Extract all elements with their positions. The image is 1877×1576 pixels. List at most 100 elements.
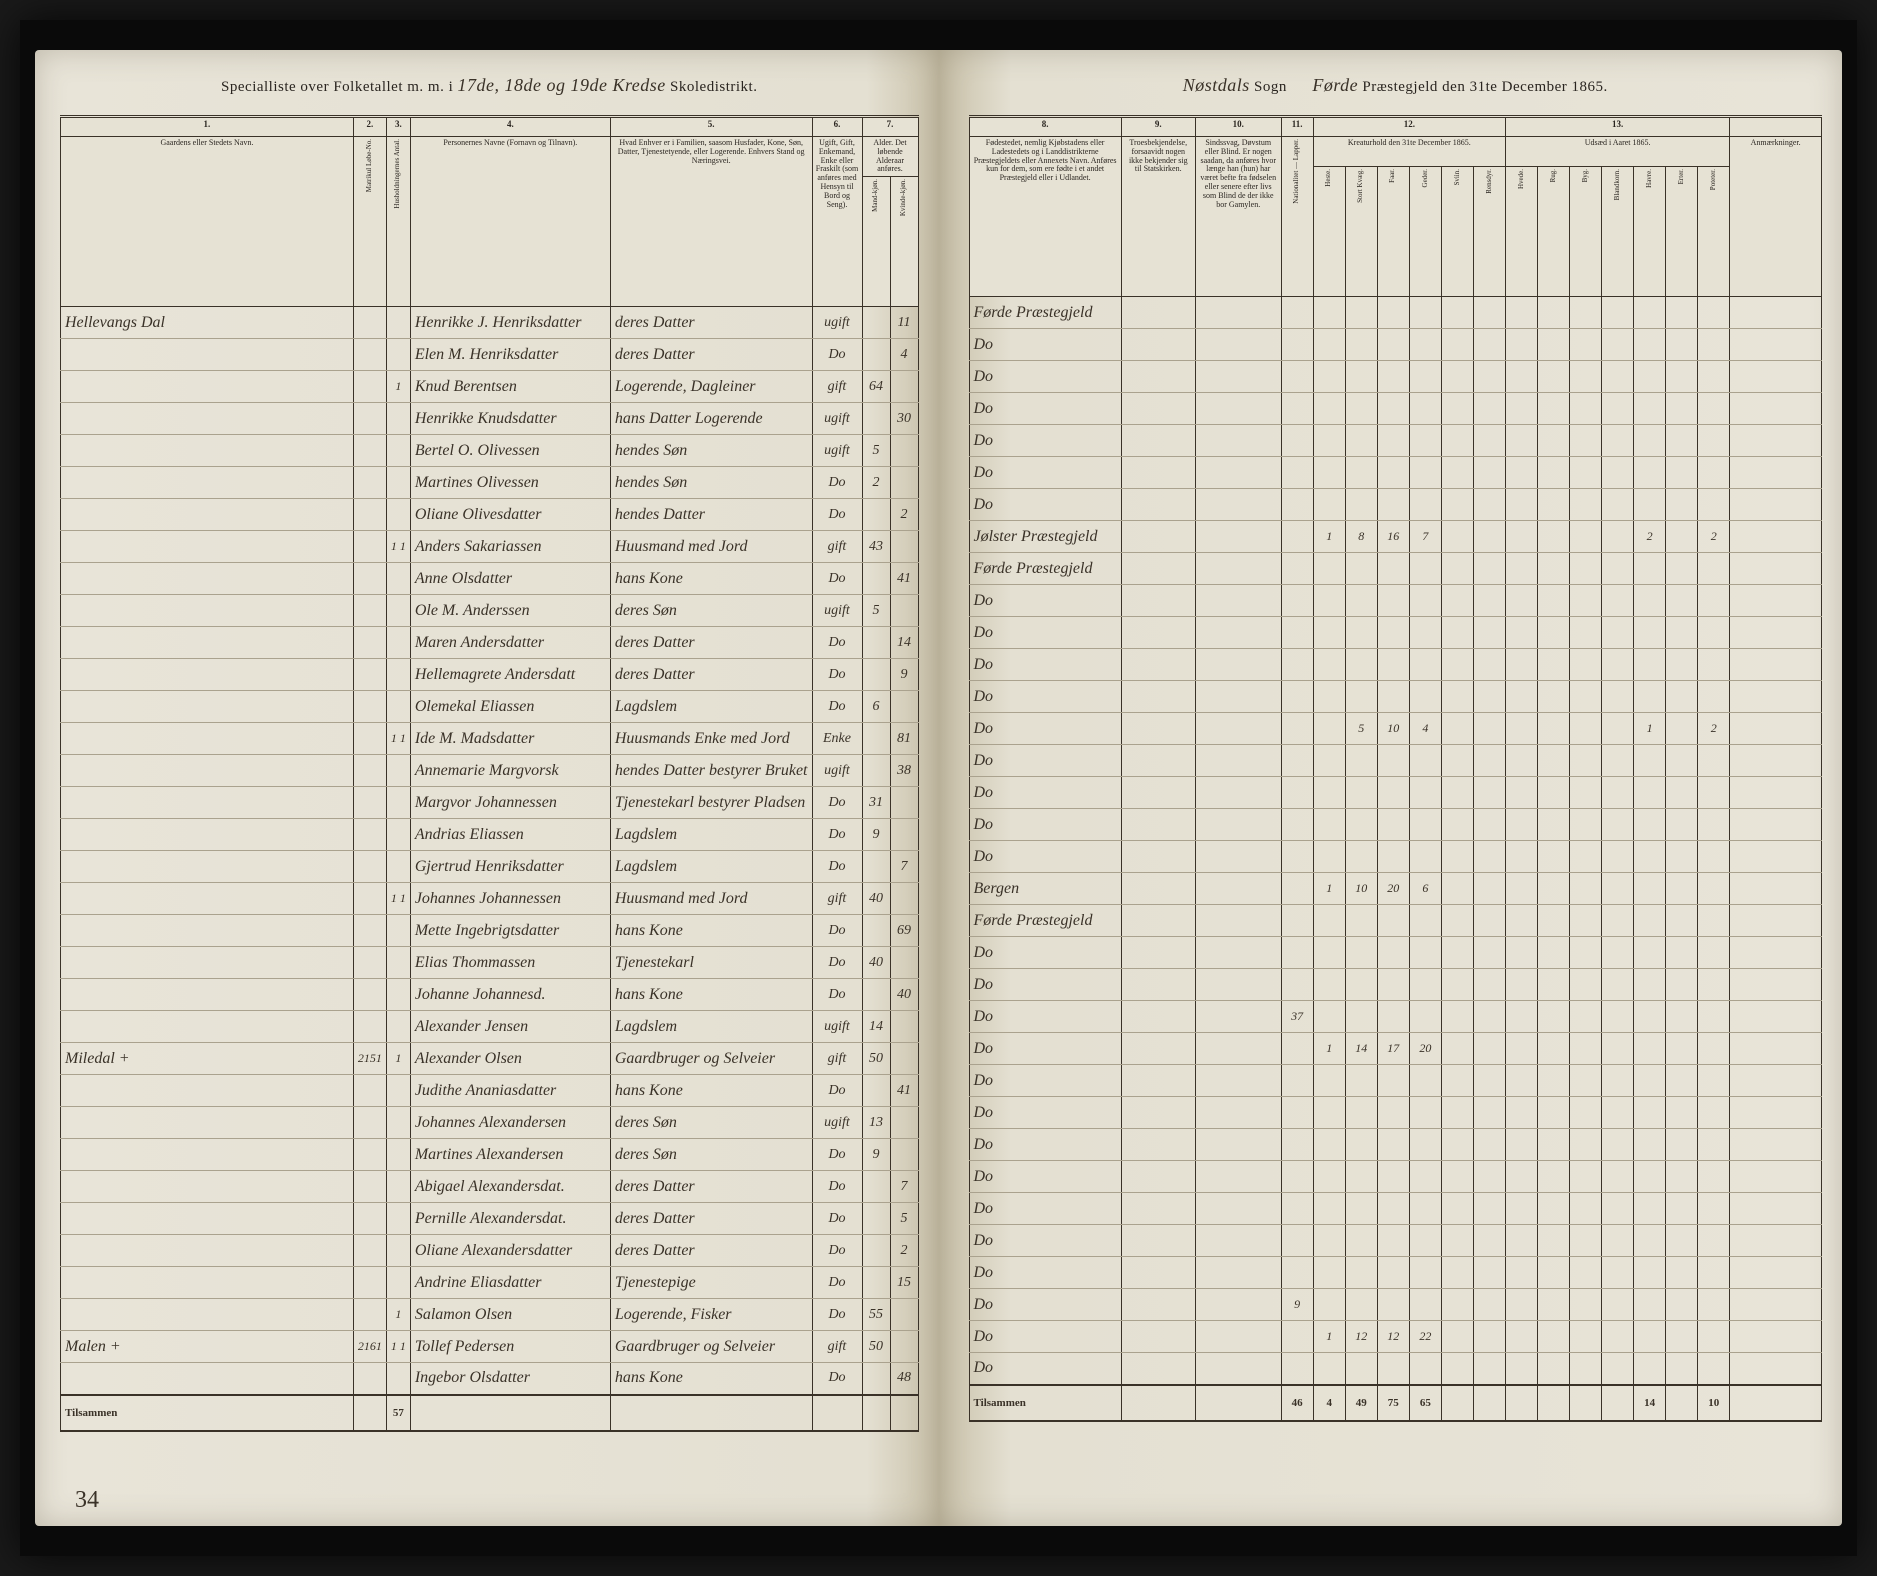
cell-name: Maren Andersdatter — [410, 627, 610, 659]
cell-seed — [1570, 713, 1602, 745]
cell-male: 43 — [862, 531, 890, 563]
cell-livestock — [1441, 1353, 1473, 1385]
cell-male: 40 — [862, 883, 890, 915]
cell-seed — [1602, 1321, 1634, 1353]
cell-seed — [1505, 393, 1537, 425]
cell-livestock — [1345, 425, 1377, 457]
cell-livestock — [1473, 1129, 1505, 1161]
cell-status: ugift — [812, 307, 862, 339]
cell-seed — [1698, 1129, 1730, 1161]
cell-seed — [1666, 649, 1698, 681]
cell-male — [862, 1267, 890, 1299]
col12-sub: Stort Kvæg. — [1345, 167, 1377, 297]
cell-hush: 1 1 — [386, 883, 410, 915]
cell-disability — [1195, 1289, 1281, 1321]
cell-seed — [1505, 521, 1537, 553]
cell-matr — [353, 435, 386, 467]
cell-livestock — [1409, 1289, 1441, 1321]
cell-seed — [1634, 457, 1666, 489]
cell-livestock — [1313, 297, 1345, 329]
col12-sub: Faar. — [1377, 167, 1409, 297]
col10-head: Sindssvag, Døvstum eller Blind. Er nogen… — [1195, 137, 1281, 297]
table-row: Ole M. Anderssenderes Sønugift5 — [61, 595, 919, 627]
cell-nat — [1281, 1161, 1313, 1193]
cell-nat — [1281, 969, 1313, 1001]
cell-nat — [1281, 297, 1313, 329]
right-body: Førde PræstegjeldDoDoDoDoDoDoJølster Præ… — [969, 297, 1822, 1385]
cell-livestock — [1377, 585, 1409, 617]
cell-status: Do — [812, 1171, 862, 1203]
cell-livestock — [1345, 393, 1377, 425]
cell-disability — [1195, 681, 1281, 713]
cell-livestock — [1345, 1257, 1377, 1289]
cell-remark — [1730, 425, 1822, 457]
table-row: Oliane Olivesdatterhendes DatterDo2 — [61, 499, 919, 531]
cell-seed — [1698, 745, 1730, 777]
cell-remark — [1730, 489, 1822, 521]
census-book: Specialliste over Folketallet m. m. i 17… — [20, 20, 1857, 1556]
cell-livestock — [1441, 361, 1473, 393]
cell-livestock: 10 — [1345, 873, 1377, 905]
cell-livestock — [1313, 361, 1345, 393]
cell-livestock: 4 — [1409, 713, 1441, 745]
cell-livestock: 22 — [1409, 1321, 1441, 1353]
cell-birthplace: Do — [969, 1225, 1121, 1257]
cell-nat — [1281, 1065, 1313, 1097]
table-row: 1 1Anders SakariassenHuusmand med Jordgi… — [61, 531, 919, 563]
cell-male — [862, 755, 890, 787]
cell-livestock — [1345, 1065, 1377, 1097]
cell-seed — [1505, 1353, 1537, 1385]
cell-birthplace: Do — [969, 649, 1121, 681]
cell-seed — [1570, 1193, 1602, 1225]
cell-livestock — [1441, 1225, 1473, 1257]
cell-matr: 2151 — [353, 1043, 386, 1075]
cell-livestock — [1473, 521, 1505, 553]
cell-status: ugift — [812, 1011, 862, 1043]
cell-birthplace: Jølster Præstegjeld — [969, 521, 1121, 553]
cell-seed — [1698, 809, 1730, 841]
table-row: Do1141720 — [969, 1033, 1822, 1065]
cell-livestock — [1345, 1129, 1377, 1161]
cell-livestock: 12 — [1345, 1321, 1377, 1353]
cell-seed — [1538, 1193, 1570, 1225]
cell-faith — [1121, 1225, 1195, 1257]
cell-nat — [1281, 361, 1313, 393]
cell-disability — [1195, 713, 1281, 745]
cell-seed — [1505, 1225, 1537, 1257]
cell-seed — [1602, 777, 1634, 809]
cell-remark — [1730, 329, 1822, 361]
cell-livestock — [1441, 489, 1473, 521]
cell-seed — [1666, 713, 1698, 745]
cell-female — [890, 819, 918, 851]
cell-seed — [1505, 425, 1537, 457]
cell-name: Tollef Pedersen — [410, 1331, 610, 1363]
cell-matr — [353, 1075, 386, 1107]
cell-matr — [353, 947, 386, 979]
cell-matr — [353, 371, 386, 403]
col13-sub: Poteter. — [1698, 167, 1730, 297]
cell-seed — [1666, 585, 1698, 617]
cell-livestock — [1345, 1289, 1377, 1321]
col12-sub: Geder. — [1409, 167, 1441, 297]
r-footer-k — [1473, 1385, 1505, 1421]
cell-role: deres Datter — [610, 339, 812, 371]
cell-livestock — [1441, 553, 1473, 585]
cell-gaarde: Malen + — [61, 1331, 354, 1363]
cell-seed — [1570, 457, 1602, 489]
table-row: Do — [969, 489, 1822, 521]
cell-livestock — [1377, 329, 1409, 361]
cell-seed — [1666, 681, 1698, 713]
table-row: Bergen110206 — [969, 873, 1822, 905]
cell-seed — [1634, 649, 1666, 681]
cell-disability — [1195, 1001, 1281, 1033]
cell-seed — [1634, 937, 1666, 969]
cell-livestock — [1473, 329, 1505, 361]
cell-faith — [1121, 553, 1195, 585]
cell-female — [890, 371, 918, 403]
cell-seed — [1602, 425, 1634, 457]
cell-seed — [1505, 841, 1537, 873]
cell-livestock — [1409, 745, 1441, 777]
footer-c3: 57 — [386, 1395, 410, 1431]
cell-remark — [1730, 1001, 1822, 1033]
cell-seed — [1698, 1065, 1730, 1097]
